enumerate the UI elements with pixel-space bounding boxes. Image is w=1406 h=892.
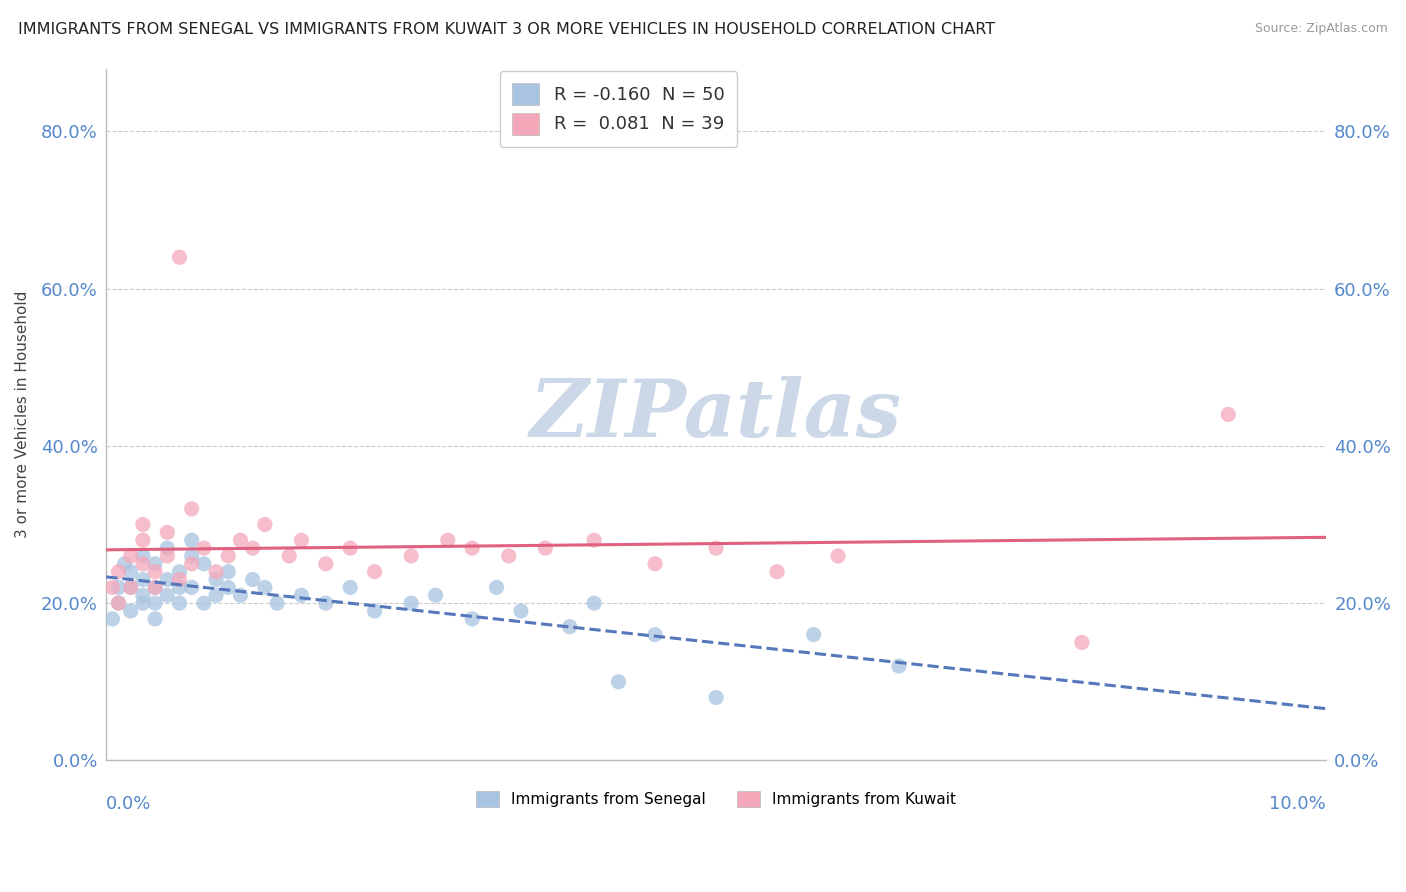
Point [180,533,202,548]
Point [107,596,129,610]
Legend: Immigrants from Senegal, Immigrants from Kuwait: Immigrants from Senegal, Immigrants from… [468,784,963,815]
Point [143,557,166,571]
Point [132,588,155,602]
Point [436,533,458,548]
Point [156,525,179,540]
Point [107,596,129,610]
Point [278,549,301,563]
Point [253,581,276,595]
Point [169,565,191,579]
Point [132,517,155,532]
Point [290,533,312,548]
Point [169,250,191,264]
Point [253,517,276,532]
Text: ZIPatlas: ZIPatlas [530,376,903,453]
Point [217,581,239,595]
Point [583,533,606,548]
Text: Source: ZipAtlas.com: Source: ZipAtlas.com [1254,22,1388,36]
Point [120,565,142,579]
Point [156,588,179,602]
Point [315,596,337,610]
Point [704,690,727,705]
Point [315,557,337,571]
Point [180,581,202,595]
Point [169,581,191,595]
Point [803,627,825,641]
Point [156,541,179,555]
Point [242,541,264,555]
Point [229,588,252,602]
Point [120,581,142,595]
Point [193,541,215,555]
Point [498,549,520,563]
Point [169,573,191,587]
Point [132,533,155,548]
Text: 0.0%: 0.0% [107,795,152,813]
Point [107,581,129,595]
Point [180,501,202,516]
Point [399,549,422,563]
Point [461,541,484,555]
Point [193,596,215,610]
Point [156,573,179,587]
Point [644,627,666,641]
Point [120,581,142,595]
Point [143,581,166,595]
Point [339,581,361,595]
Point [485,581,508,595]
Point [132,549,155,563]
Point [583,596,606,610]
Point [120,549,142,563]
Point [1218,408,1240,422]
Point [114,557,136,571]
Point [425,588,447,602]
Point [266,596,288,610]
Point [363,565,385,579]
Point [143,596,166,610]
Point [169,596,191,610]
Point [558,620,581,634]
Point [461,612,484,626]
Point [607,674,630,689]
Point [644,557,666,571]
Point [101,612,124,626]
Point [132,573,155,587]
Point [156,549,179,563]
Point [101,581,124,595]
Point [205,565,228,579]
Point [120,604,142,618]
Point [534,541,557,555]
Point [107,565,129,579]
Y-axis label: 3 or more Vehicles in Household: 3 or more Vehicles in Household [15,291,30,538]
Point [399,596,422,610]
Point [180,557,202,571]
Point [143,565,166,579]
Point [827,549,849,563]
Point [510,604,533,618]
Text: 10.0%: 10.0% [1270,795,1326,813]
Point [143,581,166,595]
Text: IMMIGRANTS FROM SENEGAL VS IMMIGRANTS FROM KUWAIT 3 OR MORE VEHICLES IN HOUSEHOL: IMMIGRANTS FROM SENEGAL VS IMMIGRANTS FR… [18,22,995,37]
Point [217,565,239,579]
Point [143,612,166,626]
Point [205,588,228,602]
Point [180,549,202,563]
Point [229,533,252,548]
Point [363,604,385,618]
Point [766,565,789,579]
Point [887,659,910,673]
Point [132,557,155,571]
Point [290,588,312,602]
Point [1070,635,1092,649]
Point [132,596,155,610]
Point [217,549,239,563]
Point [193,557,215,571]
Point [339,541,361,555]
Point [205,573,228,587]
Point [242,573,264,587]
Point [704,541,727,555]
